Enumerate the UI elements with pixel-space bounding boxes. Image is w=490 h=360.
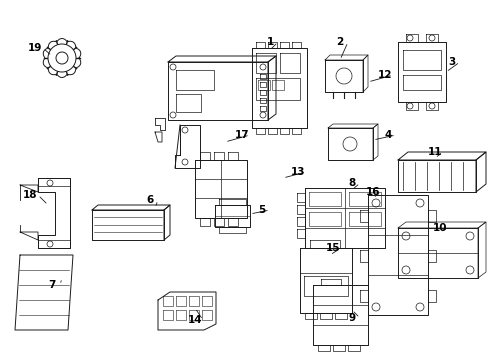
Circle shape [372, 199, 380, 207]
Text: 16: 16 [366, 187, 380, 197]
Text: 18: 18 [23, 190, 37, 200]
Text: 17: 17 [235, 130, 249, 140]
Circle shape [402, 266, 410, 274]
Circle shape [47, 180, 53, 186]
Circle shape [407, 35, 413, 41]
Text: 2: 2 [336, 37, 343, 47]
Circle shape [372, 303, 380, 311]
Text: 4: 4 [384, 130, 392, 140]
Text: 8: 8 [348, 178, 356, 188]
Text: 12: 12 [378, 70, 392, 80]
Circle shape [429, 103, 435, 109]
Text: 19: 19 [28, 43, 42, 53]
Text: 7: 7 [49, 280, 56, 290]
Circle shape [429, 35, 435, 41]
Circle shape [336, 68, 352, 84]
Circle shape [466, 266, 474, 274]
Circle shape [182, 127, 188, 133]
Circle shape [407, 103, 413, 109]
Circle shape [48, 44, 76, 72]
Text: 6: 6 [147, 195, 154, 205]
Text: 10: 10 [433, 223, 447, 233]
Circle shape [260, 64, 266, 70]
Circle shape [466, 232, 474, 240]
Text: 14: 14 [188, 315, 202, 325]
Text: 5: 5 [258, 205, 266, 215]
Circle shape [182, 159, 188, 165]
Text: 9: 9 [348, 313, 356, 323]
Text: 3: 3 [448, 57, 456, 67]
Text: 13: 13 [291, 167, 305, 177]
Circle shape [343, 137, 357, 151]
Circle shape [56, 52, 68, 64]
Text: 11: 11 [428, 147, 442, 157]
Circle shape [170, 64, 176, 70]
Circle shape [402, 232, 410, 240]
Circle shape [170, 112, 176, 118]
Circle shape [47, 241, 53, 247]
Circle shape [416, 199, 424, 207]
Text: 1: 1 [267, 37, 273, 47]
Text: 15: 15 [326, 243, 340, 253]
Circle shape [260, 112, 266, 118]
Circle shape [416, 303, 424, 311]
